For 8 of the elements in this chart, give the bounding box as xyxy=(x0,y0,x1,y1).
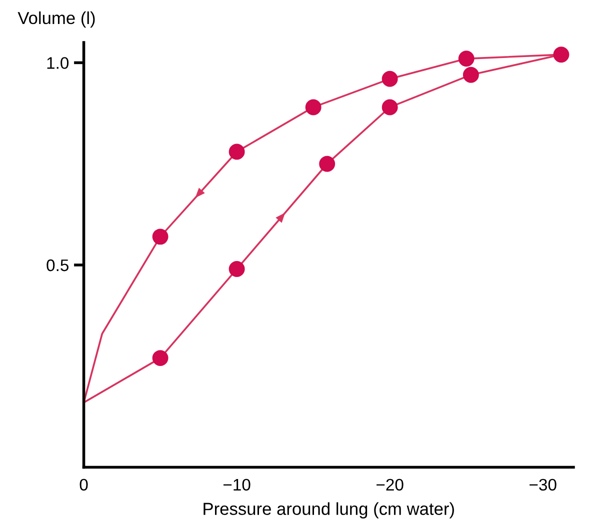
y-tick-label: 0.5 xyxy=(46,259,68,272)
x-tick-label: −10 xyxy=(224,478,250,491)
x-tick-label: −30 xyxy=(530,478,556,491)
x-axis-title: Pressure around lung (cm water) xyxy=(204,502,454,518)
y-axis-title: Volume (l) xyxy=(18,11,95,28)
x-tick-label: −20 xyxy=(376,478,404,491)
y-tick-label: 1.0 xyxy=(47,57,69,69)
x-tick-label: 0 xyxy=(80,478,88,491)
